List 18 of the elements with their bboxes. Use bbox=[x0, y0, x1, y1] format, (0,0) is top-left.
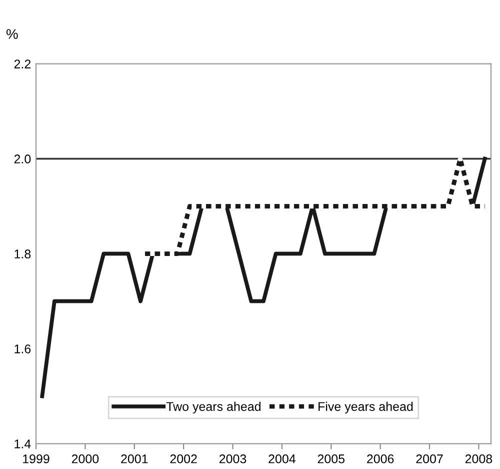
x-tick-label: 2005 bbox=[318, 454, 345, 464]
x-tick-label: 2001 bbox=[121, 454, 148, 464]
x-tick-label: 2002 bbox=[170, 454, 197, 464]
y-tick-label: 1.8 bbox=[14, 250, 31, 258]
y-tick-label: 1.6 bbox=[14, 344, 31, 354]
y-tick-label: 2.0 bbox=[14, 154, 31, 164]
x-tick-label: 1999 bbox=[23, 454, 50, 464]
x-tick-label: 2006 bbox=[367, 454, 394, 464]
y-tick-label: 1.4 bbox=[14, 440, 31, 448]
legend-label: Two years ahead bbox=[166, 402, 260, 414]
x-tick-label: 2008 bbox=[465, 454, 492, 464]
y-axis-title: % bbox=[6, 29, 18, 39]
x-tick-label: 2007 bbox=[416, 454, 443, 464]
legend-label: Five years ahead bbox=[318, 402, 413, 414]
x-tick-label: 2000 bbox=[72, 454, 99, 464]
x-tick-label: 2003 bbox=[219, 454, 246, 464]
y-tick-label: 2.2 bbox=[14, 60, 31, 68]
x-tick-label: 2004 bbox=[268, 454, 296, 464]
